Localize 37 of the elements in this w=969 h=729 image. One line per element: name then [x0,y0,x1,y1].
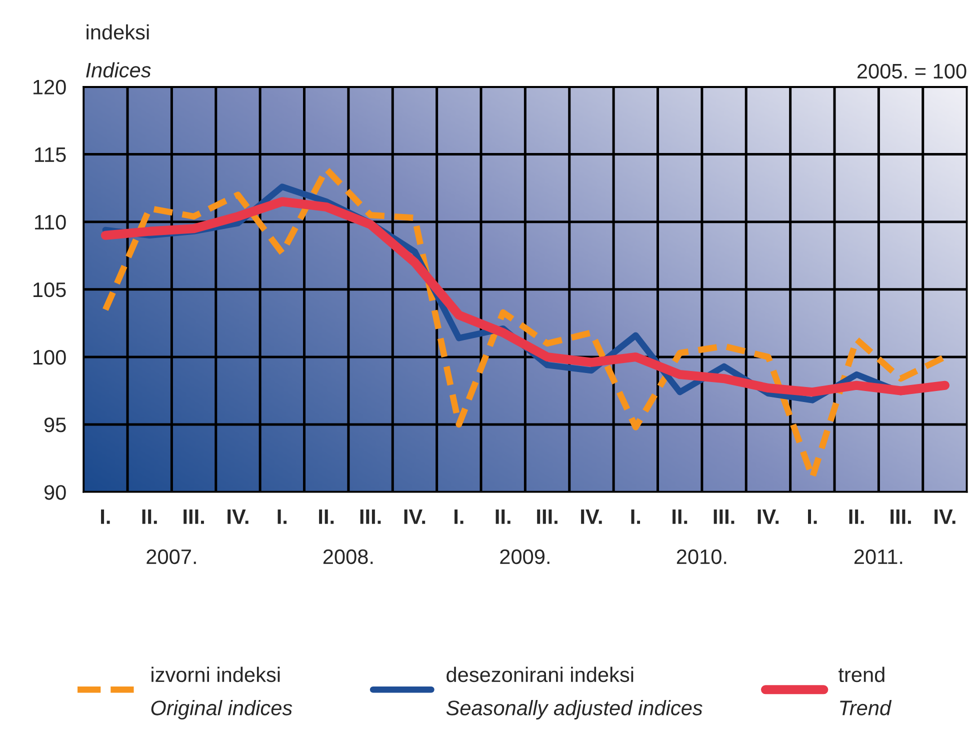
text: 2011. [854,549,902,564]
x-tick-label: II. [142,510,157,524]
y-axis-title: indeksi Indices [86,24,151,78]
y-tick-label: 100 [34,350,66,365]
x-tick-label: II. [496,510,510,524]
x-tick-label: III. [714,510,734,524]
x-tick-label: II. [319,510,334,524]
legend-label: trend Trend [838,666,892,716]
x-tick-label: I. [808,510,817,524]
x-tick-label: III. [890,510,911,524]
legend-label: desezonirani indeksi Seasonally adjusted indices [446,666,702,720]
y-tick-label: 120 [34,80,66,95]
text: 2010. [676,549,726,564]
legend-label: izvorni indeksi Original indices [151,666,292,720]
x-tick-label: III. [184,510,204,524]
x-tick-label: I. [631,510,640,524]
y-tick-label: 115 [35,148,66,162]
x-tick-label: I. [278,510,287,524]
y-tick-label: 90 [44,485,66,500]
x-tick-label: I. [454,510,464,524]
x-tick-label: III. [537,510,558,524]
text: 2008. [323,549,373,564]
x-tick-label: IV. [228,510,248,524]
text: 2007. [146,549,196,564]
x-tick-label: II. [849,510,864,524]
x-tick-label: I. [101,510,110,524]
x-tick-label: IV. [581,510,602,524]
x-tick-label: IV. [934,510,956,524]
x-tick-label: III. [360,510,381,524]
y-tick-label: 110 [35,214,66,230]
y-tick-label: 95 [44,418,66,432]
text: 2005. = 100 [857,64,966,79]
text: 2009. [500,549,550,564]
x-tick-label: II. [672,510,688,524]
x-tick-label: IV. [758,510,779,524]
x-tick-label: IV. [404,510,426,524]
y-tick-label: 105 [34,282,66,298]
